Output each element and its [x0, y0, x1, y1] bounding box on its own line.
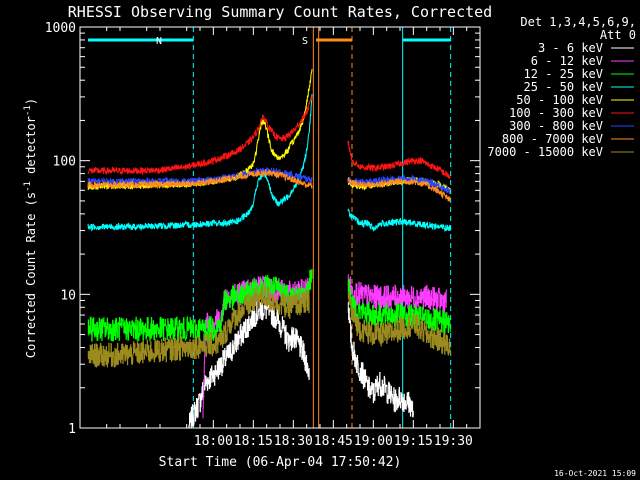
- legend-entry-label: 25 - 50 keV: [524, 80, 603, 94]
- x-tick-label: 18:00: [194, 434, 233, 449]
- x-tick-label: 18:30: [274, 434, 313, 449]
- x-tick-label: 18:15: [234, 434, 273, 449]
- series-25-50kev-pre: [87, 93, 313, 232]
- series-6-12kev-post: [347, 274, 448, 313]
- series-100-300kev-pre: [87, 96, 313, 176]
- series-3-6kev-post: [347, 301, 414, 418]
- series-3-6kev-pre: [188, 298, 310, 429]
- y-axis-label: Corrected Count Rate (s-1 detector-1): [23, 98, 38, 358]
- annotation-S-label: S: [302, 36, 308, 47]
- legend-entry-label: 12 - 25 keV: [524, 67, 603, 81]
- chart-title: RHESSI Observing Summary Count Rates, Co…: [68, 3, 492, 21]
- legend-entry-label: 300 - 800 keV: [509, 119, 603, 133]
- y-tick-label: 1: [68, 422, 76, 437]
- legend-entry-label: 3 - 6 keV: [538, 41, 603, 55]
- annotation-N-label: N: [156, 36, 162, 47]
- series-800-7000kev-post: [347, 176, 451, 202]
- legend-entry-label: 100 - 300 keV: [509, 106, 603, 120]
- series-100-300kev-post: [347, 140, 451, 180]
- legend-entry-label: 6 - 12 keV: [531, 54, 603, 68]
- y-tick-label: 100: [53, 155, 76, 170]
- axes: 18:00 18:15 18:30 18:45 19:00 19:15 19:30 1 10 10…: [45, 21, 481, 449]
- legend-header-line-2: Att 0: [600, 28, 636, 42]
- y-tick-label: 10: [60, 288, 76, 303]
- x-tick-label: 18:45: [314, 434, 353, 449]
- legend-entry-label: 7000 - 15000 keV: [487, 145, 603, 159]
- series-7000-15000kev-pre: [87, 284, 310, 368]
- series-800-7000kev-pre: [87, 168, 313, 190]
- x-axis-label: Start Time (06-Apr-04 17:50:42): [159, 455, 402, 470]
- x-tick-label: 19:15: [394, 434, 433, 449]
- series-25-50kev-post: [347, 208, 451, 233]
- y-tick-label: 1000: [45, 21, 76, 36]
- series-7000-15000kev-post: [347, 290, 451, 356]
- series-12-25kev-pre: [87, 269, 313, 342]
- x-tick-label: 19:30: [434, 434, 473, 449]
- legend-entry-label: 800 - 7000 keV: [502, 132, 603, 146]
- legend-header-line-1: Det 1,3,4,5,6,9,: [520, 15, 636, 29]
- x-tick-label: 19:00: [354, 434, 393, 449]
- legend-entry-label: 50 - 100 keV: [516, 93, 603, 107]
- series-300-800kev-post: [347, 174, 451, 195]
- series-layer: [87, 69, 451, 429]
- footer-timestamp: 16-Oct-2021 15:09: [554, 469, 636, 478]
